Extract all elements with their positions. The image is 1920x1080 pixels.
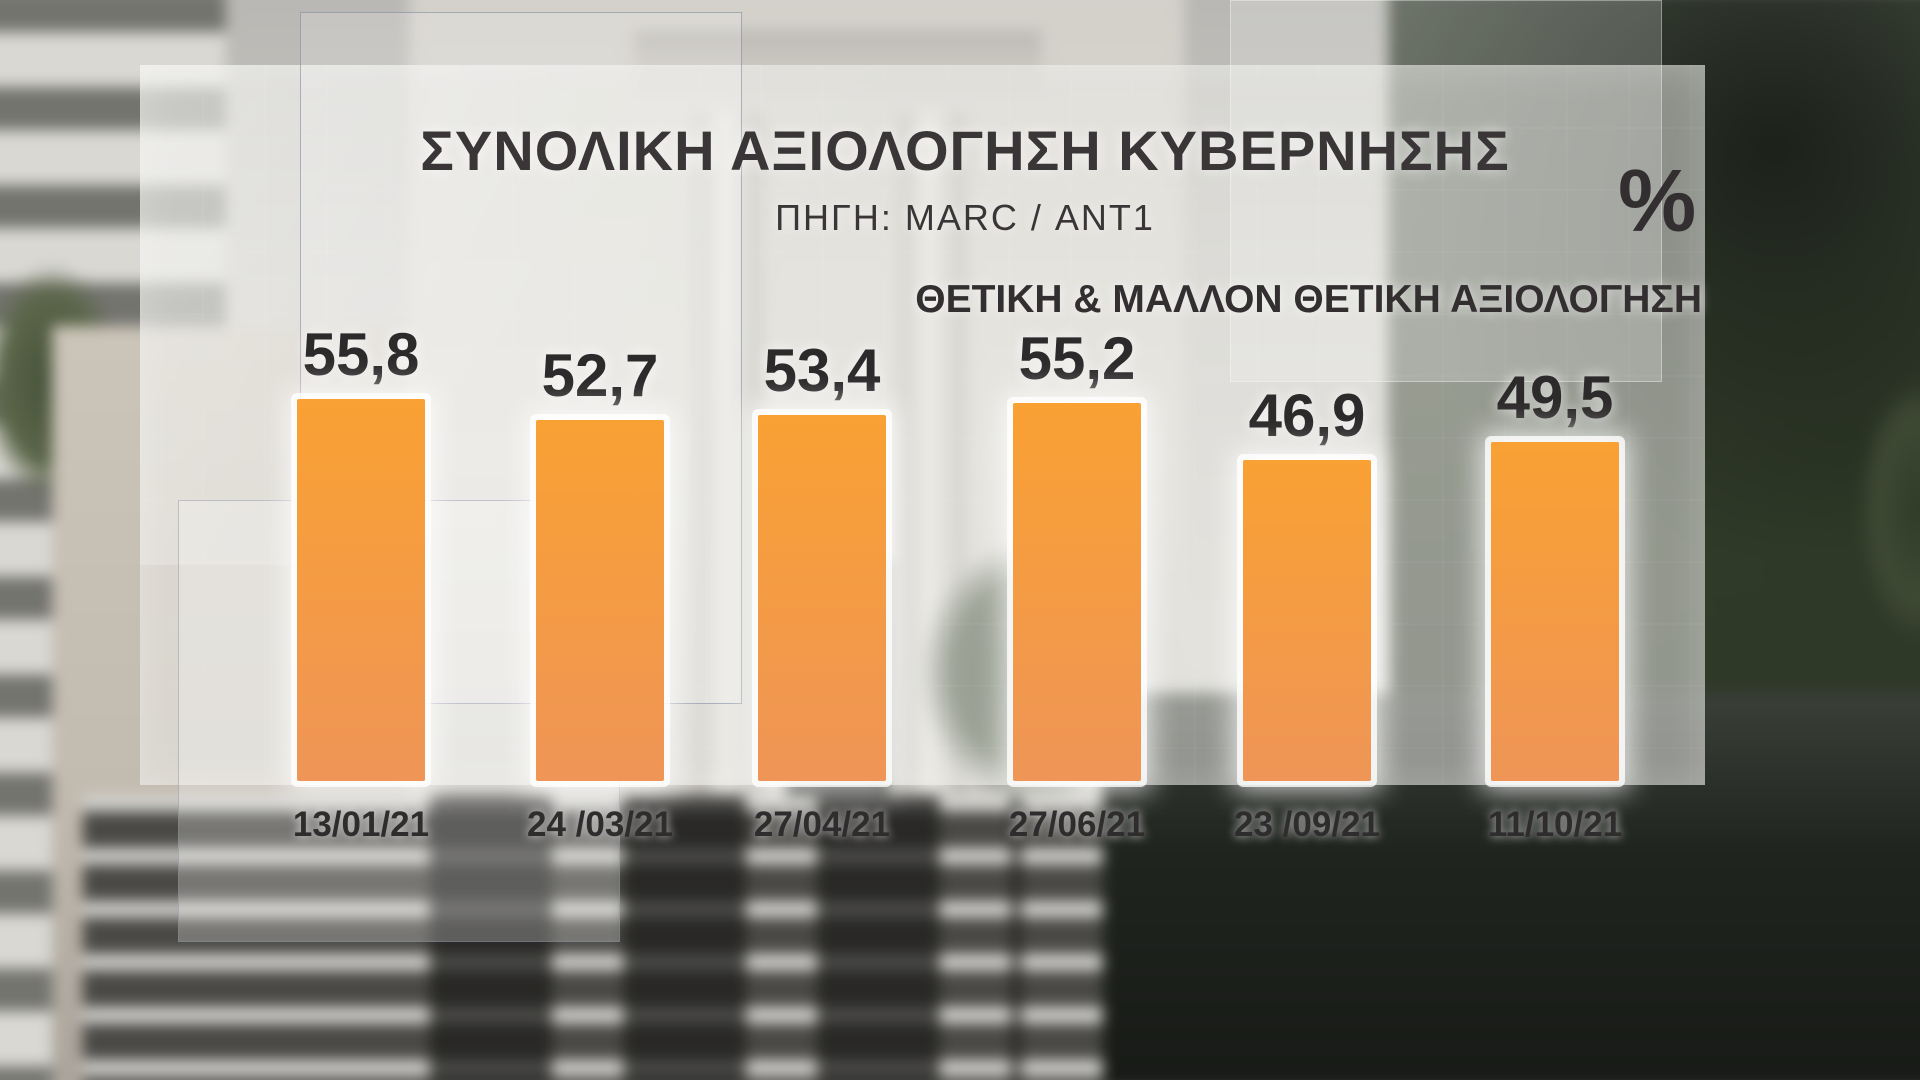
bar-date-label: 24 /03/21 [527,805,673,844]
bar-date-label: 23 /09/21 [1234,805,1380,844]
bar-value-label: 46,9 [1248,382,1366,449]
bar [1491,442,1619,781]
bar-group-2: 52,7 24 /03/21 [525,341,675,845]
bar-group-5: 46,9 23 /09/21 [1232,381,1382,845]
frosted-rectangle-left [300,12,742,704]
bar-date-label: 13/01/21 [292,805,430,844]
bar-value-label: 49,5 [1496,364,1614,431]
bar-value-label: 53,4 [763,337,881,404]
bar [1243,460,1371,781]
header-block: ΣΥΝΟΛΙΚΗ ΑΞΙΟΛΟΓΗΣΗ ΚΥΒΕΡΝΗΣΗΣ ΠΗΓΗ: MAR… [210,118,1720,239]
bar-date-label: 11/10/21 [1487,805,1623,844]
bar-group-6: 49,5 11/10/21 [1480,363,1630,845]
bar [297,399,425,781]
chart-source: ΠΗΓΗ: MARC / ΑΝΤ1 [775,197,1155,238]
steps-carpet [429,795,1022,1080]
frosted-rectangle-right [1230,0,1662,382]
bar [536,420,664,781]
bar-value-label: 55,8 [302,321,420,388]
bar-value-label: 55,2 [1018,325,1136,392]
bar-group-4: 55,2 27/06/21 [1002,324,1152,845]
chart-title: ΣΥΝΟΛΙΚΗ ΑΞΙΟΛΟΓΗΣΗ ΚΥΒΕΡΝΗΣΗΣ [420,119,1510,182]
bar-value-label: 52,7 [541,342,659,409]
bar-group-1: 55,8 13/01/21 [286,320,436,845]
bar [758,415,886,781]
bar-group-3: 53,4 27/04/21 [747,336,897,845]
bar-date-label: 27/04/21 [753,805,891,844]
percent-symbol: % [1618,151,1697,250]
bar [1013,403,1141,781]
bar-date-label: 27/06/21 [1008,805,1146,844]
chart-subtitle: ΘΕΤΙΚΗ & ΜΑΛΛΟΝ ΘΕΤΙΚΗ ΑΞΙΟΛΟΓΗΣΗ [915,278,1702,321]
